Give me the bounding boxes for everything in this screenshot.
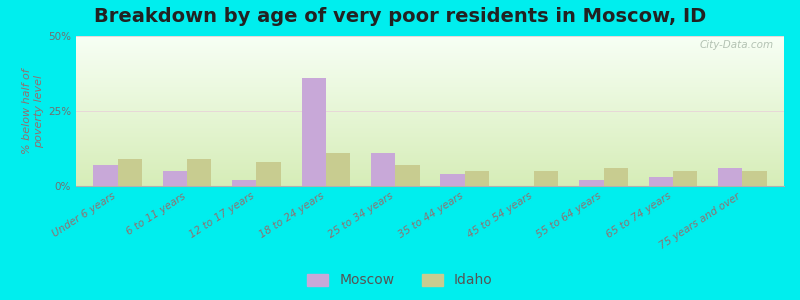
Bar xyxy=(465,171,489,186)
Bar xyxy=(603,168,628,186)
Bar xyxy=(441,174,465,186)
Bar xyxy=(326,153,350,186)
Legend: Moscow, Idaho: Moscow, Idaho xyxy=(302,268,498,293)
Bar xyxy=(395,165,419,186)
Bar xyxy=(257,162,281,186)
Bar xyxy=(118,159,142,186)
Bar xyxy=(534,171,558,186)
Bar xyxy=(742,171,766,186)
Bar xyxy=(718,168,742,186)
Bar xyxy=(649,177,673,186)
Bar xyxy=(187,159,211,186)
Text: Breakdown by age of very poor residents in Moscow, ID: Breakdown by age of very poor residents … xyxy=(94,8,706,26)
Y-axis label: % below half of
poverty level: % below half of poverty level xyxy=(22,68,44,154)
Bar xyxy=(94,165,118,186)
Bar xyxy=(232,180,257,186)
Bar xyxy=(579,180,603,186)
Bar xyxy=(162,171,187,186)
Text: City-Data.com: City-Data.com xyxy=(699,40,774,50)
Bar xyxy=(371,153,395,186)
Bar xyxy=(302,78,326,186)
Bar xyxy=(673,171,698,186)
